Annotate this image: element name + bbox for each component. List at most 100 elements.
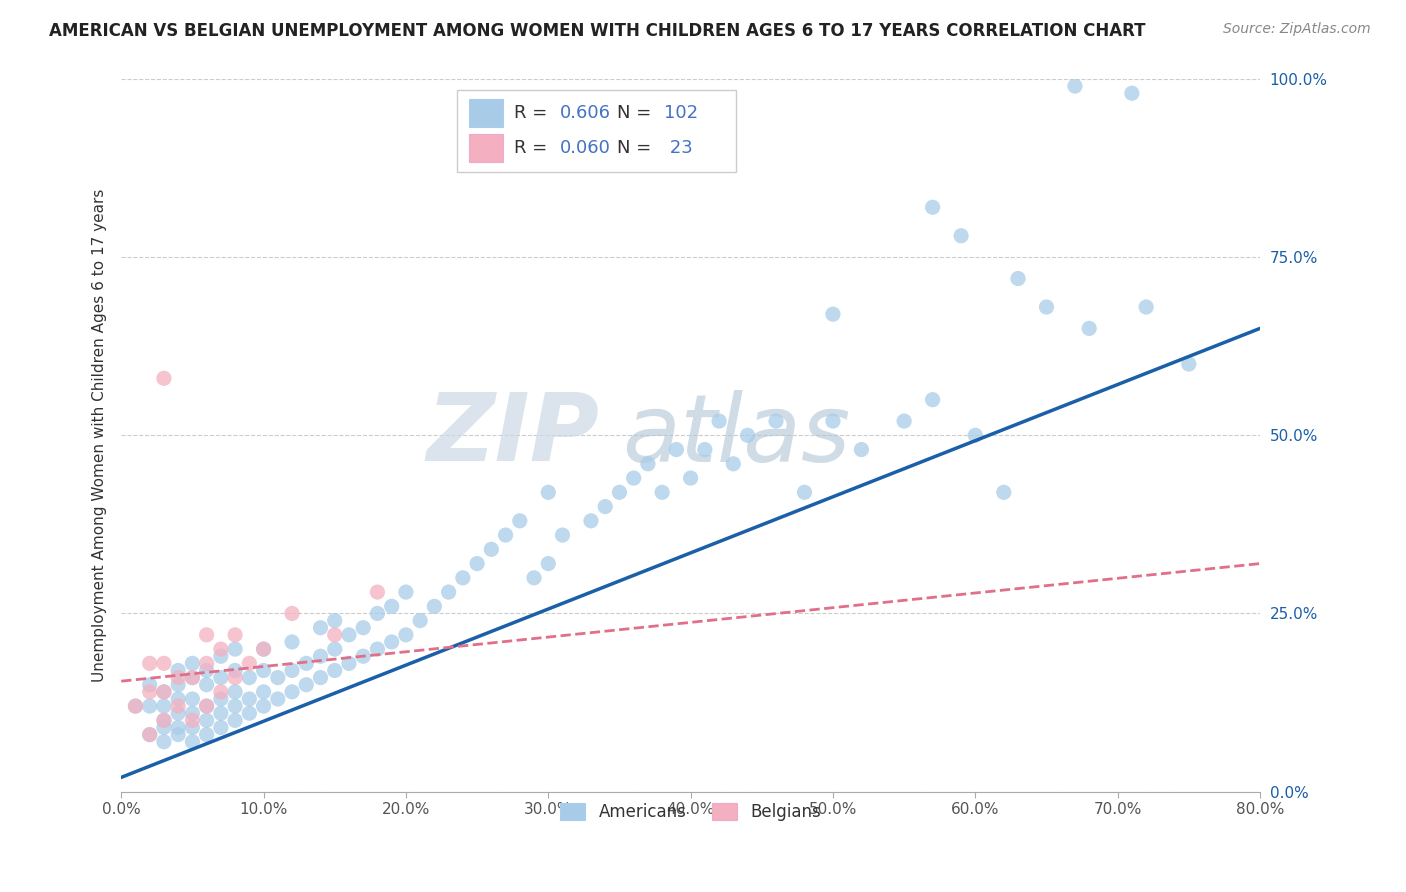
Point (153, 685, 176, 699)
Point (1135, 300, 1157, 314)
Point (537, 557, 560, 571)
Point (921, 200, 943, 214)
Point (323, 664, 346, 678)
Point (323, 642, 346, 657)
Text: R =: R = (515, 139, 553, 157)
Point (821, 307, 844, 321)
Point (366, 607, 388, 621)
Point (993, 485, 1015, 500)
Point (651, 485, 673, 500)
Point (352, 649, 374, 664)
Point (707, 414, 730, 428)
Point (281, 664, 304, 678)
Point (950, 228, 973, 243)
Point (723, 457, 745, 471)
Point (252, 699, 274, 714)
Point (337, 628, 360, 642)
Point (395, 585, 418, 599)
Point (195, 678, 218, 692)
Point (167, 671, 190, 685)
Point (609, 485, 631, 500)
Point (352, 621, 374, 635)
Point (138, 685, 160, 699)
Point (309, 649, 332, 664)
Point (1035, 300, 1057, 314)
Point (138, 728, 160, 742)
Text: 0.606: 0.606 (560, 104, 610, 122)
Point (1121, 87, 1143, 101)
Point (281, 685, 304, 699)
Point (181, 714, 204, 728)
Legend: Americans, Belgians: Americans, Belgians (553, 795, 830, 830)
Point (295, 657, 318, 671)
Point (665, 442, 688, 457)
Point (224, 671, 246, 685)
Point (851, 442, 873, 457)
Point (153, 714, 176, 728)
Point (623, 471, 645, 485)
Text: N =: N = (617, 139, 657, 157)
Point (153, 721, 176, 735)
Point (224, 642, 246, 657)
Point (138, 728, 160, 742)
Point (167, 706, 190, 721)
Point (252, 664, 274, 678)
Text: ZIP: ZIP (426, 389, 599, 482)
Point (1078, 321, 1101, 335)
Point (181, 657, 204, 671)
Text: 102: 102 (665, 104, 699, 122)
Point (423, 599, 446, 614)
Point (195, 664, 218, 678)
Point (1007, 271, 1029, 285)
Point (195, 699, 218, 714)
Point (537, 485, 560, 500)
Point (1064, 79, 1087, 94)
Point (153, 657, 176, 671)
Point (167, 678, 190, 692)
Point (167, 721, 190, 735)
Point (252, 642, 274, 657)
Point (465, 557, 488, 571)
Point (167, 728, 190, 742)
Point (323, 614, 346, 628)
Point (153, 699, 176, 714)
Point (195, 699, 218, 714)
Point (238, 692, 260, 706)
Point (281, 607, 304, 621)
Point (167, 664, 190, 678)
Point (238, 657, 260, 671)
Point (181, 721, 204, 735)
Text: Source: ZipAtlas.com: Source: ZipAtlas.com (1223, 22, 1371, 37)
Text: N =: N = (617, 104, 657, 122)
Point (181, 671, 204, 685)
Point (579, 514, 602, 528)
Point (238, 671, 260, 685)
Point (921, 392, 943, 407)
Point (138, 678, 160, 692)
Point (195, 714, 218, 728)
Point (224, 685, 246, 699)
Point (181, 706, 204, 721)
Point (224, 628, 246, 642)
Point (737, 428, 759, 442)
Point (267, 671, 290, 685)
Point (153, 685, 176, 699)
Point (323, 628, 346, 642)
Point (181, 692, 204, 706)
Point (637, 457, 659, 471)
Point (224, 699, 246, 714)
Point (138, 699, 160, 714)
Text: atlas: atlas (623, 390, 851, 481)
Point (821, 414, 844, 428)
Point (124, 699, 146, 714)
Point (167, 699, 190, 714)
Point (195, 728, 218, 742)
Point (693, 442, 716, 457)
Text: R =: R = (515, 104, 553, 122)
Point (238, 706, 260, 721)
Point (551, 528, 574, 542)
Point (209, 642, 232, 657)
Point (309, 621, 332, 635)
Point (224, 664, 246, 678)
Point (366, 642, 388, 657)
